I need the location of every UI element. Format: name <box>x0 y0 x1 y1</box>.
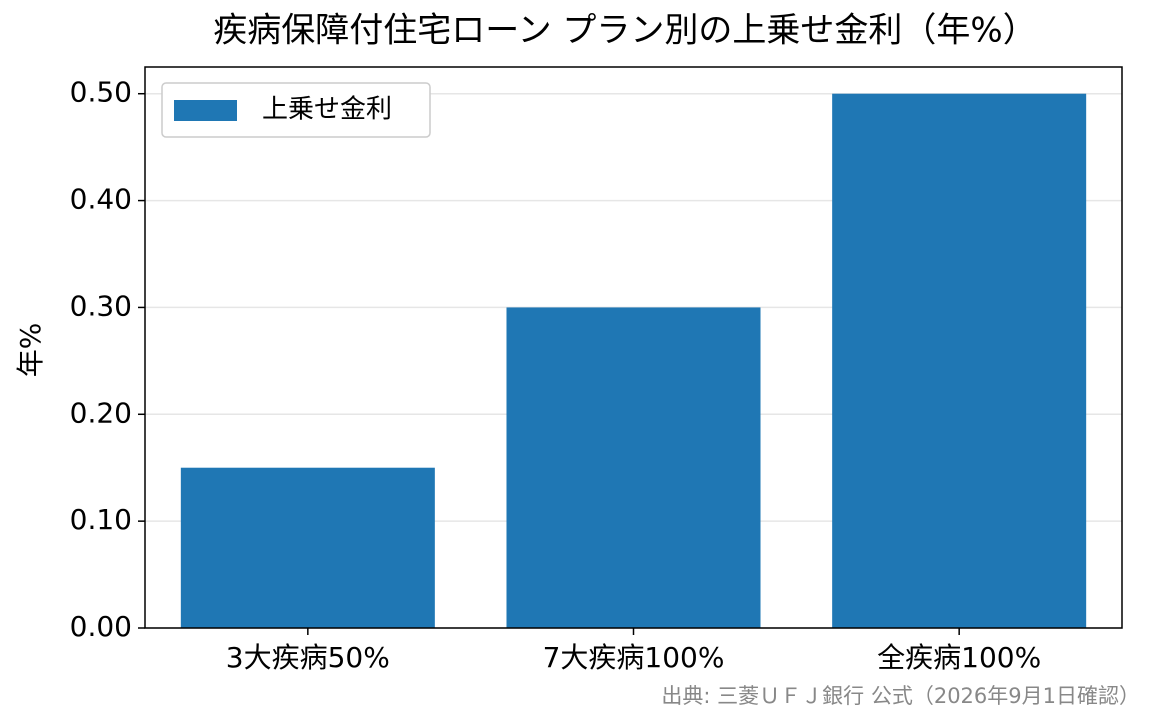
chart-title: 疾病保障付住宅ローン プラン別の上乗せ金利（年%） <box>213 11 1036 51</box>
x-tick-label: 3大疾病50% <box>226 641 390 674</box>
bar <box>180 467 435 628</box>
bar <box>832 93 1087 628</box>
y-axis-label: 年% <box>14 323 47 378</box>
y-tick-label: 0.30 <box>70 289 132 322</box>
plot-frame <box>144 66 1123 629</box>
legend-label: 上乗せ金利 <box>262 95 392 125</box>
y-tick-label: 0.50 <box>70 76 132 109</box>
legend-swatch <box>174 100 237 121</box>
y-tick-label: 0.10 <box>70 503 132 536</box>
x-tick-label: 7大疾病100% <box>543 641 725 674</box>
bar <box>506 307 761 628</box>
y-tick-label: 0.40 <box>70 183 132 216</box>
source-note: 出典: 三菱ＵＦＪ銀行 公式（2026年9月1日確認） <box>661 684 1140 708</box>
x-tick-label: 全疾病100% <box>877 641 1041 674</box>
legend-box <box>161 82 431 138</box>
y-tick-label: 0.20 <box>70 396 132 429</box>
y-tick-label: 0.00 <box>70 610 132 643</box>
